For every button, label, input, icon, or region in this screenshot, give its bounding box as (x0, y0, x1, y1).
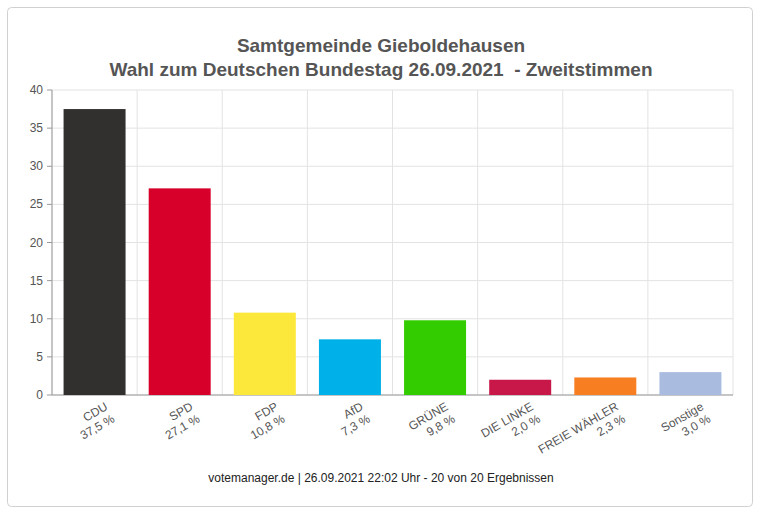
tick-label: 0 (36, 388, 43, 402)
tick (47, 166, 52, 167)
bar (659, 372, 721, 395)
bar (489, 380, 551, 395)
grid-line-vertical (647, 90, 648, 395)
chart: Samtgemeinde Gieboldehausen Wahl zum Deut… (0, 0, 761, 515)
tick (47, 90, 52, 91)
bar (149, 188, 211, 395)
tick (47, 280, 52, 281)
tick (47, 356, 52, 357)
grid-line-vertical (222, 90, 223, 395)
tick-label: 15 (30, 274, 44, 288)
tick (47, 128, 52, 129)
tick-label: 25 (30, 197, 44, 211)
grid-line-vertical (477, 90, 478, 395)
bar (574, 377, 636, 395)
category-label-group: CDU37,5 % (71, 399, 118, 442)
category-label-group: AfD7,3 % (332, 399, 373, 439)
grid-line-vertical (392, 90, 393, 395)
category-label-group: GRÜNE9,8 % (406, 399, 458, 445)
bar (64, 109, 126, 395)
data-label: 27,1 % (163, 411, 203, 442)
category-label-group: Sonstige3,0 % (658, 399, 713, 447)
bar (319, 339, 381, 395)
tick-label: 40 (30, 83, 44, 97)
title: Samtgemeinde Gieboldehausen (237, 35, 525, 56)
bar (234, 313, 296, 395)
category-label-group: SPD27,1 % (156, 399, 203, 442)
grid-line-vertical (562, 90, 563, 395)
grid-line-vertical (52, 90, 53, 395)
tick-label: 35 (30, 121, 44, 135)
tick (47, 395, 52, 396)
tick (47, 318, 52, 319)
data-label: 2,3 % (594, 411, 628, 439)
grid-line-vertical (307, 90, 308, 395)
tick-label: 30 (30, 159, 44, 173)
data-label: 2,0 % (509, 411, 543, 439)
data-label: 7,3 % (339, 411, 373, 439)
data-label: 9,8 % (424, 411, 458, 439)
tick-label: 10 (30, 312, 44, 326)
bar (404, 320, 466, 395)
category-label-group: FDP10,8 % (241, 399, 288, 442)
category-label-group: DIE LINKE2,0 % (478, 399, 543, 452)
grid-line-vertical (733, 90, 734, 395)
grid-line-vertical (137, 90, 138, 395)
source: votemanager.de | 26.09.2021 22:02 Uhr - … (208, 471, 553, 485)
tick (47, 242, 52, 243)
data-label: 10,8 % (248, 411, 288, 442)
tick-label: 5 (36, 350, 43, 364)
y-axis (52, 90, 53, 395)
tick (47, 204, 52, 205)
category-label-group: FREIE WÄHLER2,3 % (536, 399, 628, 468)
frame (8, 8, 753, 507)
data-label: 37,5 % (78, 411, 118, 442)
bars (64, 109, 722, 395)
subtitle: Wahl zum Deutschen Bundestag 26.09.2021 … (109, 59, 652, 80)
data-label: 3,0 % (679, 411, 713, 439)
tick-label: 20 (30, 236, 44, 250)
